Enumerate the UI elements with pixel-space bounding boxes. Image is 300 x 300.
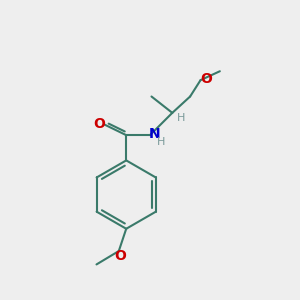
Text: N: N — [148, 127, 160, 141]
Text: H: H — [177, 113, 185, 123]
Text: O: O — [200, 72, 212, 86]
Text: H: H — [157, 137, 166, 147]
Text: O: O — [114, 249, 126, 263]
Text: O: O — [94, 116, 105, 130]
